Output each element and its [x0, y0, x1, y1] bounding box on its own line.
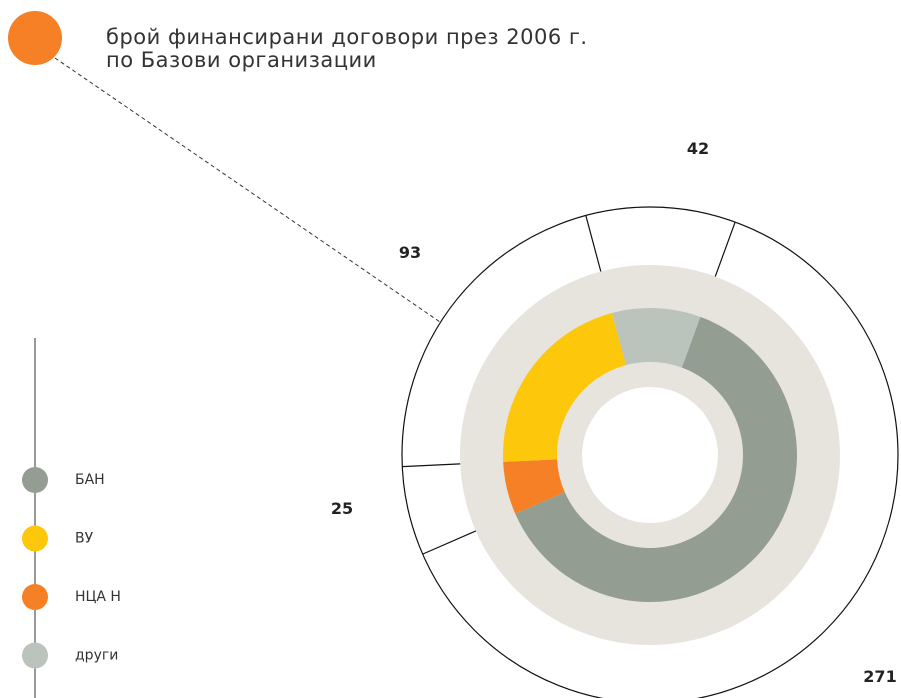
- chart-title: брой финансирани договори през 2006 г.: [106, 25, 588, 49]
- legend-label: ВУ: [75, 531, 94, 547]
- value-label: 25: [331, 499, 353, 518]
- legend-swatch: [22, 642, 48, 669]
- legend-label: НЦА Н: [75, 589, 121, 605]
- pointer-line: [54, 57, 441, 323]
- outer-ring: [401, 206, 899, 698]
- title-dot: [8, 11, 62, 65]
- donut-segment: [515, 316, 797, 602]
- donut-segment: [503, 459, 565, 514]
- legend-swatch: [22, 525, 48, 552]
- segment-divider: [585, 215, 602, 272]
- legend-label: БАН: [75, 472, 105, 488]
- value-label: 93: [399, 243, 421, 262]
- hole: [582, 387, 718, 523]
- value-label: 271: [863, 667, 896, 686]
- legend-label: други: [75, 648, 118, 664]
- donut-segment: [611, 308, 701, 368]
- segment-divider: [422, 530, 477, 555]
- value-label: 42: [687, 139, 709, 158]
- donut-segment: [502, 313, 626, 462]
- legend-swatch: [22, 584, 48, 610]
- segment-divider: [402, 463, 461, 468]
- segment-divider: [714, 221, 736, 277]
- legend-swatch: [22, 467, 48, 493]
- chart-title: по Базови организации: [106, 48, 377, 72]
